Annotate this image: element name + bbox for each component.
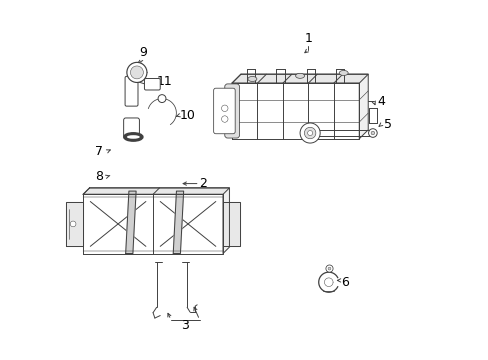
Text: 9: 9 xyxy=(139,46,147,59)
Circle shape xyxy=(221,116,227,122)
Polygon shape xyxy=(231,74,367,139)
Circle shape xyxy=(70,221,76,227)
Polygon shape xyxy=(125,191,136,253)
Circle shape xyxy=(126,62,147,82)
Circle shape xyxy=(304,127,315,139)
FancyBboxPatch shape xyxy=(224,84,239,138)
Polygon shape xyxy=(223,202,240,246)
Text: 7: 7 xyxy=(95,145,103,158)
Circle shape xyxy=(300,123,320,143)
Polygon shape xyxy=(231,74,367,83)
Ellipse shape xyxy=(339,71,347,76)
Text: 5: 5 xyxy=(383,118,391,131)
Text: 2: 2 xyxy=(199,177,207,190)
Ellipse shape xyxy=(247,76,256,81)
Circle shape xyxy=(158,95,165,103)
Text: 10: 10 xyxy=(179,109,195,122)
FancyBboxPatch shape xyxy=(125,76,138,106)
Polygon shape xyxy=(231,83,359,139)
Ellipse shape xyxy=(295,73,304,78)
Circle shape xyxy=(221,105,227,112)
Polygon shape xyxy=(66,202,83,246)
Text: 1: 1 xyxy=(304,32,312,45)
Circle shape xyxy=(325,265,332,272)
Polygon shape xyxy=(83,194,223,253)
Circle shape xyxy=(370,131,374,135)
Text: 11: 11 xyxy=(157,75,172,88)
FancyBboxPatch shape xyxy=(213,88,235,134)
Circle shape xyxy=(368,129,376,137)
Polygon shape xyxy=(173,191,183,253)
Ellipse shape xyxy=(126,135,140,139)
FancyBboxPatch shape xyxy=(144,78,160,90)
Text: 6: 6 xyxy=(340,276,348,289)
Circle shape xyxy=(307,131,312,135)
Polygon shape xyxy=(83,188,229,253)
Text: 8: 8 xyxy=(95,170,103,183)
Ellipse shape xyxy=(124,133,142,141)
Circle shape xyxy=(327,267,330,270)
FancyBboxPatch shape xyxy=(123,118,139,137)
Text: 3: 3 xyxy=(181,319,189,332)
Text: 4: 4 xyxy=(377,95,385,108)
Polygon shape xyxy=(83,188,229,194)
Circle shape xyxy=(130,66,143,79)
